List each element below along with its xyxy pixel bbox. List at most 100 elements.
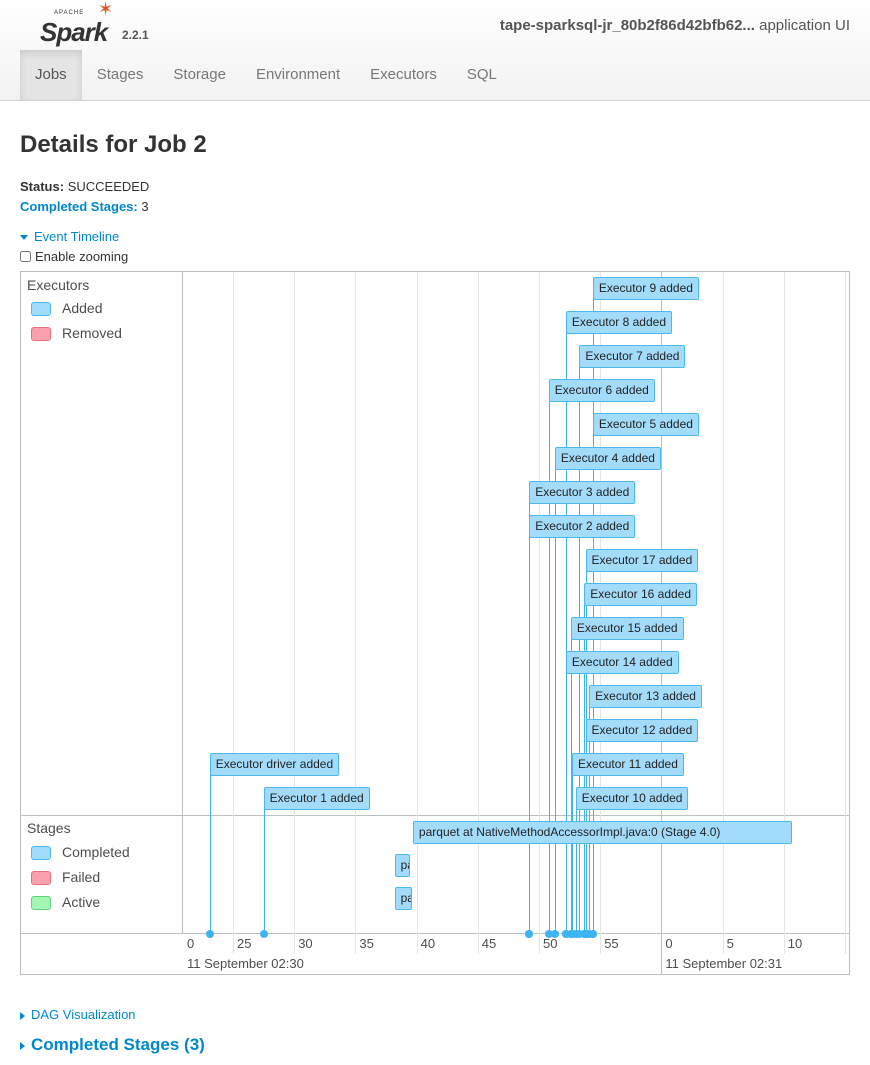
axis-tick-label: 35 bbox=[359, 936, 374, 951]
executor-added-event[interactable]: Executor 15 added bbox=[570, 617, 684, 640]
executor-added-event[interactable]: Executor 8 added bbox=[565, 311, 672, 334]
executor-added-event[interactable]: Executor 11 added bbox=[572, 753, 684, 776]
event-line bbox=[572, 775, 574, 934]
axis-tick-label: 0 bbox=[187, 936, 195, 951]
tab-executors[interactable]: Executors bbox=[370, 66, 437, 83]
legend-label: Completed bbox=[62, 844, 130, 860]
axis-tick-label: 30 bbox=[298, 936, 313, 951]
executor-added-event[interactable]: Executor 9 added bbox=[592, 277, 699, 300]
axis-date-label: 11 September 02:30 bbox=[187, 956, 304, 971]
axis-tick-label: 10 bbox=[787, 936, 803, 951]
executor-added-event[interactable]: Executor driver added bbox=[209, 753, 340, 776]
executor-added-event[interactable]: Executor 10 added bbox=[575, 787, 689, 810]
axis-tick-label: 45 bbox=[481, 936, 497, 951]
event-dot bbox=[544, 930, 553, 938]
gridline bbox=[233, 272, 234, 954]
gridline bbox=[845, 272, 846, 954]
gridline bbox=[416, 272, 418, 954]
event-line bbox=[575, 809, 577, 934]
executor-added-event[interactable]: Executor 7 added bbox=[579, 345, 686, 368]
executor-added-event[interactable]: Executor 13 added bbox=[589, 685, 702, 708]
completed-stages-summary: Completed Stages: 3 bbox=[20, 199, 149, 214]
executor-added-event[interactable]: Executor 16 added bbox=[584, 583, 698, 606]
caret-right-icon bbox=[20, 1011, 25, 1020]
enable-zooming-label: Enable zooming bbox=[35, 249, 129, 264]
legend-label: Removed bbox=[62, 325, 122, 341]
executor-added-event[interactable]: Executor 1 added bbox=[263, 787, 370, 810]
star-icon: ✶ bbox=[98, 0, 114, 19]
logo-apache: APACHE bbox=[54, 10, 85, 16]
completed-stages-heading: Completed Stages (3) bbox=[31, 1035, 205, 1054]
event-line bbox=[570, 639, 572, 934]
enable-zooming[interactable]: Enable zooming bbox=[20, 249, 128, 264]
event-dot bbox=[571, 930, 580, 938]
caret-right-icon bbox=[20, 1041, 25, 1050]
nav-tabs: Jobs Stages Storage Environment Executor… bbox=[20, 50, 512, 100]
legend-swatch bbox=[31, 846, 51, 861]
executor-added-event[interactable]: Executor 12 added bbox=[585, 719, 699, 742]
page-title: Details for Job 2 bbox=[20, 131, 207, 158]
event-dot bbox=[205, 930, 214, 938]
spark-logo[interactable]: APACHE ✶ Spark bbox=[40, 0, 150, 48]
event-timeline-label: Event Timeline bbox=[34, 229, 120, 244]
status-value: SUCCEEDED bbox=[67, 179, 150, 194]
event-dot bbox=[581, 930, 590, 938]
event-line bbox=[565, 673, 567, 934]
executors-group-label: Executors bbox=[27, 277, 90, 293]
gridline bbox=[477, 272, 479, 954]
status: Status: SUCCEEDED bbox=[20, 179, 149, 194]
tab-storage[interactable]: Storage bbox=[173, 66, 226, 83]
event-timeline-toggle[interactable]: Event Timeline bbox=[20, 229, 119, 244]
event-dot bbox=[561, 930, 570, 938]
stage-bar[interactable]: parquet at NativeMethodAccessorImpl.java… bbox=[394, 854, 411, 877]
event-line bbox=[565, 333, 567, 934]
legend-swatch bbox=[31, 327, 51, 342]
event-timeline[interactable]: Executors Added Removed Stages Completed… bbox=[20, 271, 850, 975]
header: APACHE ✶ Spark 2.2.1 tape-sparksql-jr_80… bbox=[0, 0, 870, 101]
tab-jobs[interactable]: Jobs bbox=[20, 50, 82, 100]
app-name: tape-sparksql-jr_80b2f86d42bfb62... bbox=[499, 17, 755, 34]
executor-added-event[interactable]: Executor 6 added bbox=[548, 379, 655, 402]
event-line bbox=[263, 809, 265, 934]
stage-bar[interactable]: parquet at NativeMethodAccessorImpl.java… bbox=[394, 887, 412, 910]
gridline bbox=[600, 272, 602, 954]
stages-group-label: Stages bbox=[27, 820, 71, 836]
legend-label: Added bbox=[62, 300, 103, 316]
axis-tick-label: 5 bbox=[726, 936, 734, 951]
event-line bbox=[529, 537, 531, 934]
event-line bbox=[579, 367, 581, 934]
executor-added-event[interactable]: Executor 2 added bbox=[529, 515, 636, 538]
event-line bbox=[554, 469, 556, 934]
stage-bar[interactable]: parquet at NativeMethodAccessorImpl.java… bbox=[412, 821, 793, 844]
completed-stages-count: 3 bbox=[141, 199, 149, 214]
legend-completed: Completed bbox=[21, 844, 130, 861]
tab-environment[interactable]: Environment bbox=[255, 66, 341, 83]
caret-down-icon bbox=[20, 235, 28, 241]
legend-swatch bbox=[31, 302, 51, 317]
legend-active: Active bbox=[21, 894, 100, 911]
executor-added-event[interactable]: Executor 5 added bbox=[592, 413, 699, 436]
executor-added-event[interactable]: Executor 17 added bbox=[585, 549, 699, 572]
axis-tick-label: 25 bbox=[237, 936, 252, 951]
event-line bbox=[548, 401, 550, 934]
executor-added-event[interactable]: Executor 4 added bbox=[554, 447, 661, 470]
legend-label: Failed bbox=[62, 869, 101, 885]
executor-added-event[interactable]: Executor 3 added bbox=[529, 481, 636, 504]
event-line bbox=[592, 435, 594, 934]
logo-text: Spark bbox=[40, 17, 108, 47]
completed-stages-link[interactable]: Completed Stages: bbox=[20, 199, 138, 214]
enable-zooming-checkbox[interactable] bbox=[20, 251, 31, 262]
legend-added: Added bbox=[21, 300, 103, 317]
executor-added-event[interactable]: Executor 14 added bbox=[565, 651, 679, 674]
tab-stages[interactable]: Stages bbox=[96, 66, 144, 83]
tab-sql[interactable]: SQL bbox=[466, 66, 497, 83]
legend-swatch bbox=[31, 871, 51, 886]
event-dot bbox=[525, 930, 534, 938]
completed-stages-toggle[interactable]: Completed Stages (3) bbox=[20, 1035, 205, 1055]
status-label: Status: bbox=[20, 179, 65, 194]
event-dot bbox=[259, 930, 268, 938]
axis-tick-label: 55 bbox=[604, 936, 619, 951]
axis-tick-label: 50 bbox=[543, 936, 558, 951]
axis-tick-label: 0 bbox=[665, 936, 673, 951]
dag-visualization-toggle[interactable]: DAG Visualization bbox=[20, 1007, 136, 1022]
